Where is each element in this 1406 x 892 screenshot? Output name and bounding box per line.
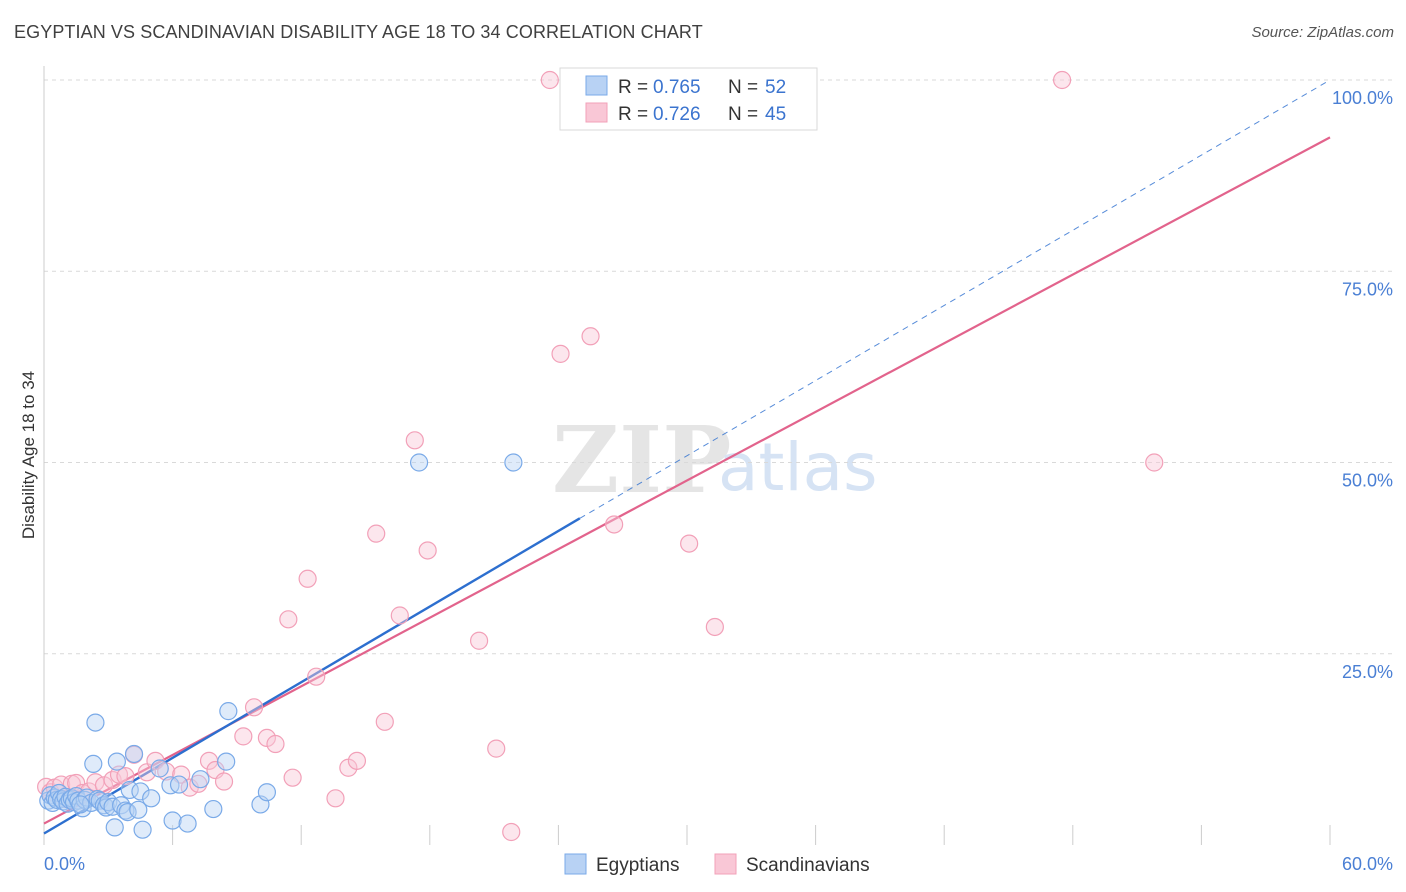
egyptian-point — [409, 453, 429, 472]
scandinavian-point — [367, 524, 386, 543]
egyptian-point — [191, 770, 210, 789]
watermark: ZIP atlas — [552, 406, 878, 514]
egyptian-point — [129, 800, 148, 819]
bottom-legend-swatch-egyptians — [564, 853, 587, 875]
egyptian-point — [124, 744, 144, 764]
scandinavian-point — [266, 734, 285, 754]
legend-n-value-egyptians: 52 — [765, 77, 786, 98]
egyptian-point — [204, 799, 223, 819]
scandinavian-point — [234, 727, 253, 746]
legend-swatch-scandinavians — [585, 102, 608, 123]
scandinavian-point — [605, 515, 624, 534]
watermark-zip: ZIP — [552, 406, 731, 514]
egyptian-point — [142, 789, 161, 808]
legend-r-value-scandinavians: 0.726 — [653, 104, 701, 125]
legend-r-value-egyptians: 0.765 — [653, 77, 701, 98]
scandinavian-point — [469, 631, 489, 650]
scandinavian-point — [705, 617, 724, 637]
legend-r-label-egyptians: R = — [618, 77, 653, 98]
egyptians-trend-line — [43, 517, 581, 835]
egyptians-trend-extension — [579, 79, 1331, 519]
scandinavian-point — [390, 606, 409, 625]
egyptian-point — [84, 754, 103, 774]
bottom-legend: Egyptians Scandinavians — [564, 853, 870, 876]
legend-r-label-scandinavians: R = — [618, 104, 653, 125]
legend-n-label-egyptians: N = — [728, 77, 763, 98]
egyptian-point — [131, 782, 150, 801]
scandinavian-point — [405, 431, 424, 450]
scandinavian-point — [680, 534, 699, 553]
egyptian-point — [217, 752, 236, 771]
trend-lines — [43, 79, 1331, 835]
scandinavians-trend-line — [43, 136, 1331, 825]
egyptian-point — [118, 803, 137, 822]
scandinavian-point — [307, 667, 326, 686]
scandinavian-point — [214, 772, 234, 791]
y-tick-label: 25.0% — [1342, 662, 1393, 682]
x-tick-label-max: 60.0% — [1342, 854, 1393, 874]
egyptian-point — [178, 814, 197, 833]
egyptian-point — [219, 702, 238, 721]
egyptian-point — [107, 752, 126, 771]
egyptian-point — [150, 759, 169, 778]
scandinavian-point — [116, 767, 135, 786]
scandinavian-point — [502, 822, 521, 842]
scandinavian-point — [487, 739, 506, 758]
grid: 25.0% 50.0% 75.0% 100.0% — [44, 79, 1393, 682]
scandinavian-point — [1145, 453, 1164, 472]
bottom-legend-label-egyptians: Egyptians — [596, 855, 679, 876]
scandinavian-point — [540, 70, 559, 90]
y-tick-label: 50.0% — [1342, 471, 1393, 491]
chart-title: EGYPTIAN VS SCANDINAVIAN DISABILITY AGE … — [14, 22, 703, 42]
bottom-legend-label-scandinavians: Scandinavians — [746, 855, 870, 876]
y-tick-label: 75.0% — [1342, 279, 1393, 299]
legend-swatch-egyptians — [585, 75, 608, 96]
y-axis-label: Disability Age 18 to 34 — [19, 371, 38, 539]
x-tick-label-min: 0.0% — [44, 854, 85, 874]
scandinavian-point — [418, 541, 437, 560]
bottom-legend-swatch-scandinavians — [714, 853, 737, 875]
egyptian-point — [86, 713, 105, 732]
scandinavian-point — [326, 789, 345, 808]
axes — [43, 66, 1331, 845]
scandinavian-point — [1052, 70, 1072, 90]
legend-n-value-scandinavians: 45 — [765, 104, 786, 125]
scandinavian-point — [375, 712, 394, 731]
scandinavian-point — [551, 344, 570, 363]
scandinavian-point — [298, 569, 317, 588]
egyptian-point — [71, 795, 90, 814]
legend-n-label-scandinavians: N = — [728, 104, 763, 125]
egyptian-point — [133, 820, 152, 839]
egyptian-point — [504, 453, 523, 472]
scandinavian-point — [347, 751, 367, 770]
y-tick-label: 100.0% — [1332, 88, 1393, 108]
scandinavian-point — [283, 768, 302, 787]
scandinavian-point — [244, 698, 264, 717]
egyptian-point — [163, 811, 182, 830]
chart-source: Source: ZipAtlas.com — [1251, 24, 1394, 41]
legend: R = 0.765 N = 52 R = 0.726 N = 45 — [559, 67, 818, 131]
data-points — [37, 70, 1164, 842]
egyptian-point — [105, 818, 124, 837]
scandinavian-point — [279, 610, 298, 629]
scandinavian-point — [581, 327, 600, 346]
egyptian-point — [169, 775, 189, 794]
watermark-atlas: atlas — [718, 429, 878, 506]
egyptian-point — [257, 783, 277, 802]
